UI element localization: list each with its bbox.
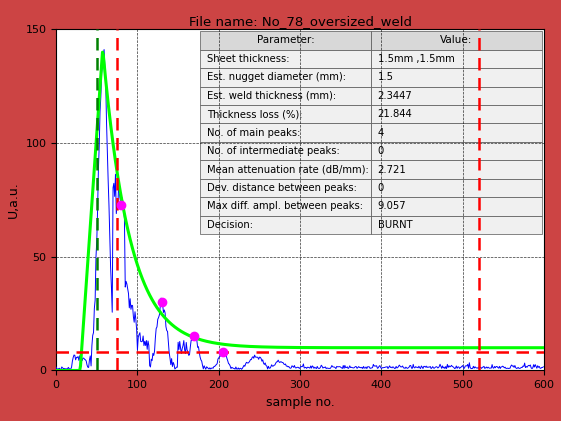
X-axis label: sample no.: sample no. — [266, 396, 334, 409]
Y-axis label: U,a.u.: U,a.u. — [7, 181, 20, 218]
Title: File name: No_78_oversized_weld: File name: No_78_oversized_weld — [188, 15, 412, 28]
